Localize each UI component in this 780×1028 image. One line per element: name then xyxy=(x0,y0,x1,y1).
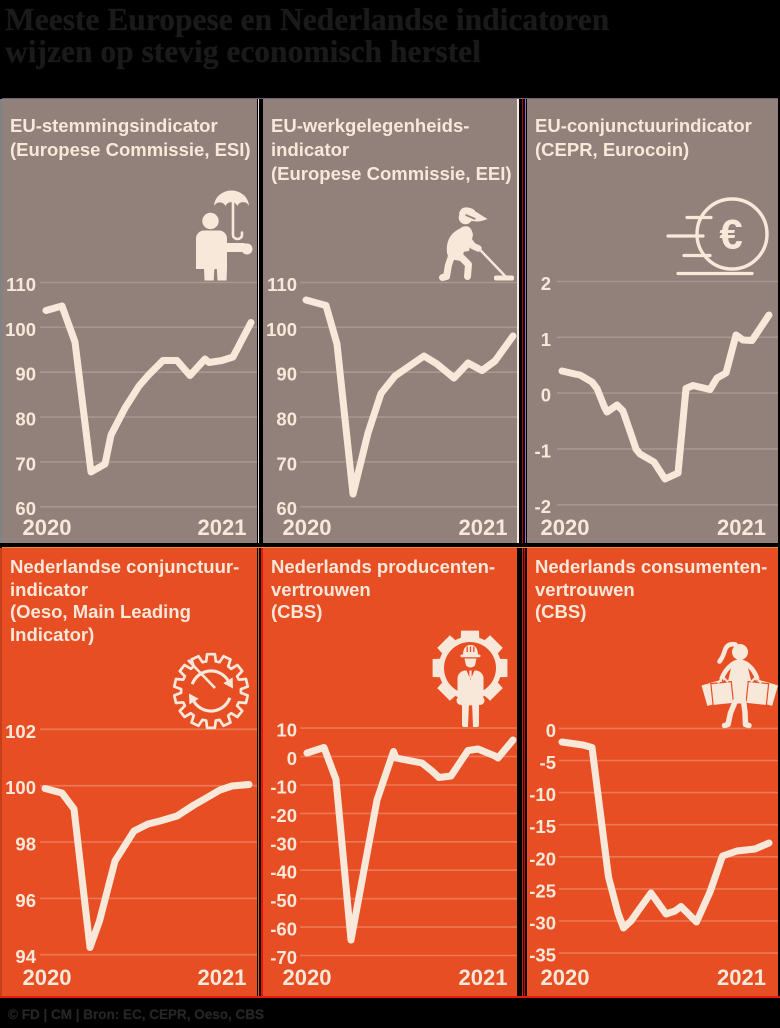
svg-text:2021: 2021 xyxy=(717,515,766,540)
svg-text:70: 70 xyxy=(276,453,297,474)
svg-text:110: 110 xyxy=(267,274,297,295)
svg-text:2: 2 xyxy=(541,273,551,294)
svg-text:2020: 2020 xyxy=(23,515,72,540)
svg-text:102: 102 xyxy=(5,721,36,742)
svg-text:100: 100 xyxy=(5,777,36,798)
svg-text:60: 60 xyxy=(276,498,297,519)
svg-text:1: 1 xyxy=(541,329,551,350)
svg-text:-10: -10 xyxy=(270,777,297,798)
svg-text:-35: -35 xyxy=(529,945,556,966)
svg-text:2020: 2020 xyxy=(283,965,332,990)
svg-text:100: 100 xyxy=(266,319,297,340)
svg-text:0: 0 xyxy=(541,385,551,406)
svg-text:2021: 2021 xyxy=(459,515,508,540)
svg-text:-25: -25 xyxy=(529,880,556,901)
svg-text:-15: -15 xyxy=(529,816,556,837)
svg-text:-70: -70 xyxy=(270,947,297,968)
svg-text:-20: -20 xyxy=(270,805,297,826)
svg-text:0: 0 xyxy=(546,720,556,741)
svg-text:100: 100 xyxy=(5,319,36,340)
svg-text:€: € xyxy=(719,211,742,258)
svg-text:2021: 2021 xyxy=(198,515,247,540)
svg-text:90: 90 xyxy=(15,364,36,385)
svg-text:2021: 2021 xyxy=(198,965,247,990)
svg-text:2020: 2020 xyxy=(283,515,332,540)
svg-text:110: 110 xyxy=(6,274,36,295)
svg-text:94: 94 xyxy=(15,946,36,967)
svg-text:10: 10 xyxy=(276,720,297,741)
svg-text:90: 90 xyxy=(276,364,297,385)
svg-text:2021: 2021 xyxy=(459,965,508,990)
svg-text:-20: -20 xyxy=(529,848,556,869)
svg-text:-1: -1 xyxy=(535,440,551,461)
svg-text:0: 0 xyxy=(287,748,297,769)
svg-text:-5: -5 xyxy=(540,752,556,773)
svg-text:-2: -2 xyxy=(535,496,551,517)
svg-text:-30: -30 xyxy=(529,913,556,934)
svg-text:-40: -40 xyxy=(270,862,297,883)
svg-text:60: 60 xyxy=(15,498,36,519)
svg-text:2021: 2021 xyxy=(717,965,766,990)
svg-text:2020: 2020 xyxy=(541,515,590,540)
svg-text:-60: -60 xyxy=(270,919,297,940)
svg-text:70: 70 xyxy=(15,453,36,474)
svg-text:98: 98 xyxy=(15,834,36,855)
svg-text:-10: -10 xyxy=(529,784,556,805)
svg-text:2020: 2020 xyxy=(23,965,72,990)
svg-text:96: 96 xyxy=(15,890,36,911)
svg-text:-50: -50 xyxy=(270,890,297,911)
svg-text:80: 80 xyxy=(276,409,297,430)
svg-text:80: 80 xyxy=(15,409,36,430)
svg-text:-30: -30 xyxy=(270,833,297,854)
svg-text:2020: 2020 xyxy=(541,965,590,990)
